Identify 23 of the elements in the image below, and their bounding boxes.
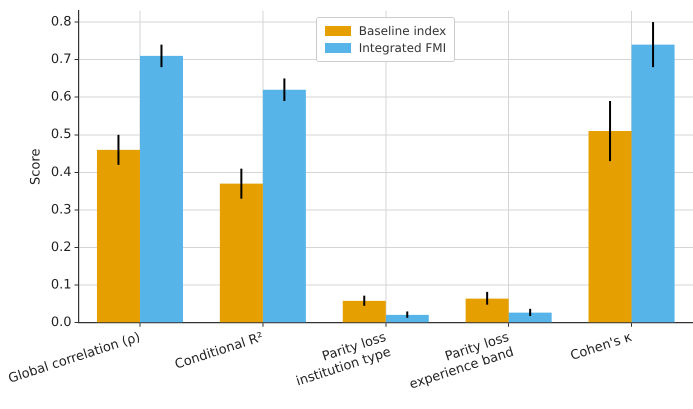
bar <box>588 131 632 322</box>
y-tick-label: 0.0 <box>50 315 72 330</box>
bar <box>632 44 675 322</box>
bar <box>508 312 552 322</box>
bar <box>342 300 386 322</box>
y-axis-title: Score <box>28 148 44 185</box>
bar <box>466 298 509 322</box>
legend-label: Integrated FMI <box>358 40 446 55</box>
bar <box>140 56 183 322</box>
y-tick-label: 0.5 <box>50 127 72 142</box>
y-tick-label: 0.6 <box>50 90 72 105</box>
bar <box>386 314 429 322</box>
legend-label: Baseline index <box>358 24 446 38</box>
x-tick-label: Cohen's κ <box>568 330 634 364</box>
y-tick-label: 0.7 <box>50 52 72 68</box>
y-tick-label: 0.8 <box>50 14 72 30</box>
y-tick-label: 0.1 <box>50 278 72 293</box>
bar <box>96 150 140 322</box>
y-tick-label: 0.2 <box>50 240 72 255</box>
bar <box>220 184 263 322</box>
y-tick-label: 0.4 <box>50 164 72 180</box>
bar <box>262 90 306 322</box>
y-tick-label: 0.3 <box>50 202 72 218</box>
